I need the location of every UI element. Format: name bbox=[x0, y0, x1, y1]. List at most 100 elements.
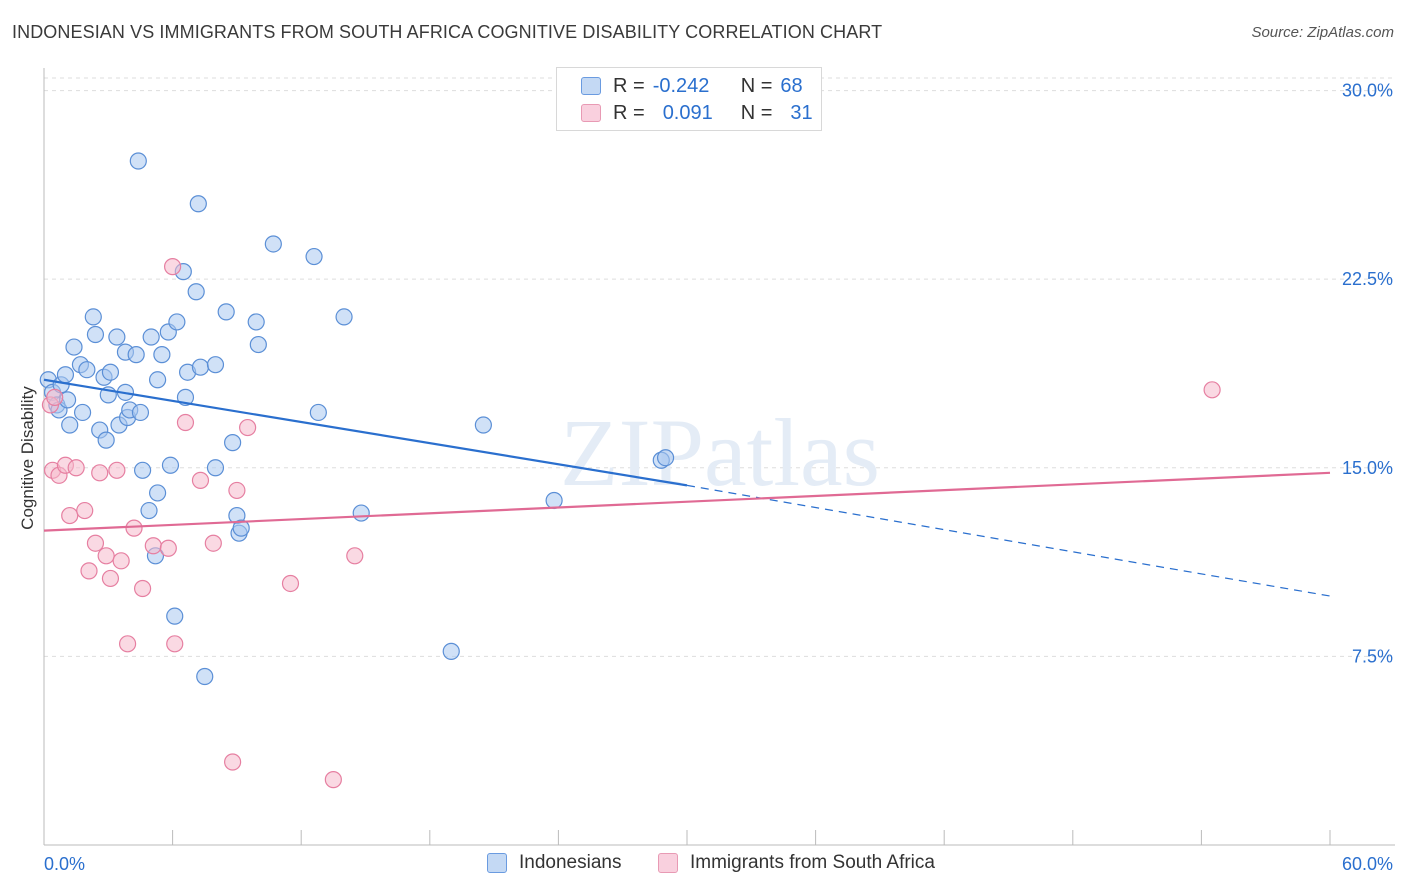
data-point-south-africa bbox=[224, 753, 242, 771]
chart-title: INDONESIAN VS IMMIGRANTS FROM SOUTH AFRI… bbox=[12, 22, 883, 42]
trend-line-indonesians bbox=[43, 378, 688, 487]
x-tick-label: 0.0% bbox=[44, 854, 85, 874]
data-point-south-africa bbox=[133, 579, 152, 598]
swatch-pink bbox=[581, 104, 601, 122]
data-point-south-africa bbox=[118, 635, 137, 653]
axes bbox=[43, 68, 1395, 846]
data-point-indonesians bbox=[148, 484, 167, 502]
data-point-south-africa bbox=[281, 574, 300, 593]
r-label: R = bbox=[613, 74, 645, 97]
data-point-indonesians bbox=[161, 456, 180, 474]
data-point-indonesians bbox=[217, 303, 235, 321]
data-point-south-africa bbox=[46, 388, 64, 406]
data-point-indonesians bbox=[224, 434, 242, 452]
data-point-south-africa bbox=[159, 539, 177, 557]
data-point-indonesians bbox=[133, 461, 152, 479]
data-point-south-africa bbox=[67, 459, 85, 477]
data-point-south-africa bbox=[101, 569, 120, 588]
data-point-indonesians bbox=[78, 361, 96, 379]
n-value: 31 bbox=[790, 101, 813, 124]
data-point-south-africa bbox=[80, 562, 98, 580]
data-point-south-africa bbox=[97, 547, 115, 565]
data-point-indonesians bbox=[140, 501, 158, 520]
n-value: 68 bbox=[780, 74, 803, 97]
data-point-south-africa bbox=[144, 537, 162, 555]
grid-lines bbox=[44, 77, 1395, 657]
series-south-africa bbox=[41, 258, 1221, 789]
data-point-south-africa bbox=[191, 471, 210, 489]
data-point-indonesians bbox=[168, 313, 186, 331]
data-point-indonesians bbox=[442, 642, 460, 660]
data-point-south-africa bbox=[204, 534, 222, 552]
legend-label-south-africa: Immigrants from South Africa bbox=[690, 852, 935, 873]
legend-swatch-blue bbox=[487, 853, 507, 873]
data-point-indonesians bbox=[142, 328, 160, 346]
bottom-legend: Indonesians Immigrants from South Africa bbox=[0, 852, 1406, 878]
stats-row-south-africa: R = 0.091 N = 31 bbox=[581, 101, 813, 125]
data-point-indonesians bbox=[196, 667, 214, 686]
data-point-indonesians bbox=[474, 416, 492, 434]
data-point-indonesians bbox=[206, 459, 225, 477]
data-point-indonesians bbox=[264, 235, 282, 253]
data-point-indonesians bbox=[127, 346, 145, 364]
x-tick-labels: 0.0% 60.0% bbox=[44, 854, 1393, 874]
stats-legend: R = -0.242 N = 68 R = 0.091 N = 31 bbox=[556, 67, 822, 131]
r-label: R = bbox=[613, 101, 645, 124]
data-point-indonesians bbox=[305, 247, 323, 266]
data-point-indonesians bbox=[191, 358, 210, 376]
data-point-indonesians bbox=[153, 346, 171, 364]
data-point-south-africa bbox=[112, 552, 130, 570]
swatch-blue bbox=[581, 77, 601, 95]
data-point-indonesians bbox=[56, 366, 75, 384]
data-point-indonesians bbox=[61, 416, 79, 434]
data-point-indonesians bbox=[206, 356, 225, 374]
data-point-south-africa bbox=[86, 534, 105, 552]
data-point-indonesians bbox=[232, 519, 250, 537]
watermark: ZIPatlas bbox=[560, 399, 880, 506]
data-point-indonesians bbox=[148, 371, 167, 389]
legend-label-indonesians: Indonesians bbox=[519, 852, 622, 873]
r-value: 0.091 bbox=[662, 101, 713, 124]
y-tick-label: 15.0% bbox=[1342, 458, 1393, 478]
data-point-south-africa bbox=[91, 464, 109, 482]
data-point-south-africa bbox=[346, 547, 364, 565]
data-point-south-africa bbox=[166, 635, 184, 653]
data-point-south-africa bbox=[1203, 381, 1221, 399]
data-point-indonesians bbox=[335, 308, 353, 326]
source-label: Source: ZipAtlas.com bbox=[1251, 24, 1394, 41]
data-point-south-africa bbox=[76, 501, 94, 520]
y-tick-label: 22.5% bbox=[1342, 269, 1393, 289]
legend-item-south-africa: Immigrants from South Africa bbox=[658, 852, 935, 874]
y-tick-labels: 7.5% 15.0% 22.5% 30.0% bbox=[1342, 81, 1393, 667]
data-point-south-africa bbox=[164, 258, 182, 276]
data-point-south-africa bbox=[239, 418, 257, 437]
data-point-indonesians bbox=[101, 363, 120, 381]
data-point-indonesians bbox=[108, 328, 126, 346]
data-point-south-africa bbox=[324, 771, 342, 789]
data-point-south-africa bbox=[61, 506, 79, 525]
data-point-indonesians bbox=[189, 195, 207, 213]
data-point-south-africa bbox=[228, 481, 246, 500]
data-point-indonesians bbox=[73, 403, 92, 422]
data-point-indonesians bbox=[309, 403, 327, 422]
data-point-indonesians bbox=[166, 607, 184, 625]
legend-swatch-pink bbox=[658, 853, 678, 873]
data-point-indonesians bbox=[97, 431, 115, 449]
data-point-south-africa bbox=[108, 461, 126, 479]
stats-row-indonesians: R = -0.242 N = 68 bbox=[581, 74, 803, 98]
data-point-indonesians bbox=[352, 504, 370, 522]
data-point-indonesians bbox=[249, 335, 267, 354]
data-point-indonesians bbox=[129, 152, 147, 170]
data-point-indonesians bbox=[247, 313, 265, 331]
data-point-indonesians bbox=[84, 308, 102, 326]
y-tick-label: 30.0% bbox=[1342, 81, 1393, 101]
data-point-indonesians bbox=[131, 403, 150, 422]
data-point-indonesians bbox=[187, 283, 205, 301]
y-axis-label: Cognitive Disability bbox=[18, 386, 37, 530]
data-point-indonesians bbox=[65, 338, 83, 356]
trend-line-indonesians-extension bbox=[686, 484, 1331, 597]
y-tick-label: 7.5% bbox=[1352, 646, 1393, 666]
legend-item-indonesians: Indonesians bbox=[487, 852, 621, 874]
trend-lines bbox=[43, 378, 1331, 597]
n-label: N = bbox=[740, 74, 773, 97]
